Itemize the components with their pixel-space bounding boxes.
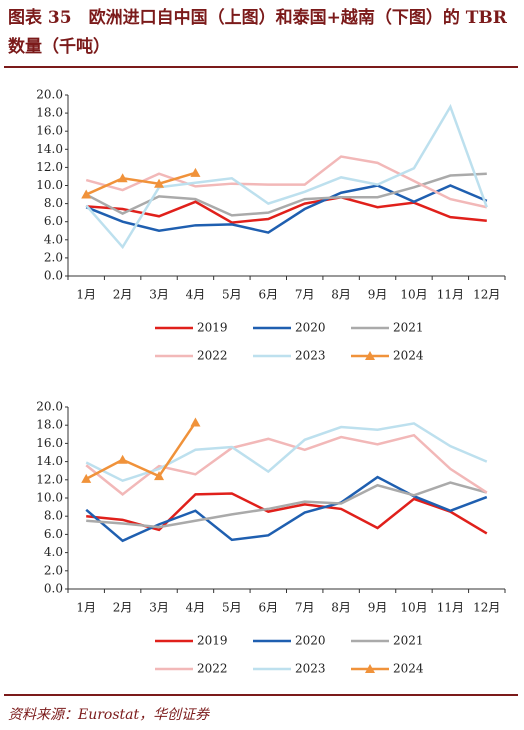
series-line	[86, 492, 488, 535]
x-tick-label: 5月	[222, 601, 242, 615]
y-tick-label: 12.0	[36, 472, 63, 486]
y-tick-label: 4.0	[44, 545, 63, 559]
series-line	[86, 481, 488, 529]
x-tick-label: 10月	[400, 288, 427, 302]
x-tick-label: 11月	[437, 288, 464, 302]
marker	[154, 178, 165, 188]
y-tick-label: 0.0	[44, 269, 63, 283]
marker	[154, 471, 165, 481]
series-line	[85, 433, 488, 496]
y-tick-label: 2.0	[44, 250, 63, 264]
legend-label: 2024	[393, 349, 424, 363]
y-tick-label: 16.0	[36, 124, 63, 138]
rule	[4, 66, 518, 68]
marker	[117, 454, 128, 464]
rule	[4, 694, 518, 696]
marker	[190, 417, 201, 427]
legend-marker	[365, 664, 375, 673]
legend-label: 2020	[295, 321, 326, 335]
marker	[117, 173, 128, 183]
x-tick-label: 1月	[76, 288, 96, 302]
x-tick-label: 4月	[186, 288, 206, 302]
x-tick-label: 6月	[258, 288, 278, 302]
x-tick-label: 7月	[295, 601, 315, 615]
y-tick-label: 6.0	[44, 214, 63, 228]
x-tick-label: 4月	[186, 601, 206, 615]
y-tick-label: 12.0	[36, 160, 63, 174]
figure-title: 图表 35 欧洲进口自中国（上图）和泰国+越南（下图）的 TBR 数量（千吨）	[8, 8, 507, 57]
x-tick-label: 12月	[473, 288, 500, 302]
y-tick-label: 4.0	[44, 232, 63, 246]
y-tick-label: 8.0	[44, 509, 63, 523]
legend-label: 2019	[197, 634, 228, 648]
x-tick-label: 9月	[368, 601, 388, 615]
legend-label: 2023	[295, 662, 326, 676]
legend-marker	[365, 351, 375, 360]
y-tick-label: 16.0	[36, 436, 63, 450]
series-line	[85, 171, 196, 196]
x-tick-label: 7月	[295, 288, 315, 302]
series-line	[85, 421, 197, 480]
legend-label: 2024	[393, 662, 424, 676]
y-tick-label: 8.0	[44, 196, 63, 210]
x-tick-label: 1月	[76, 601, 96, 615]
x-tick-label: 3月	[149, 288, 169, 302]
x-tick-label: 5月	[222, 288, 242, 302]
x-tick-label: 8月	[331, 288, 351, 302]
y-tick-label: 14.0	[36, 454, 63, 468]
source: 资料来源：Eurostat，华创证券	[8, 707, 210, 723]
series-line	[85, 422, 488, 483]
marker	[81, 473, 92, 483]
x-tick-label: 3月	[149, 601, 169, 615]
y-tick-label: 6.0	[44, 527, 63, 541]
legend-label: 2021	[393, 634, 424, 648]
marker	[190, 167, 201, 177]
legend-label: 2020	[295, 634, 326, 648]
legend-label: 2022	[197, 349, 228, 363]
x-tick-label: 12月	[473, 601, 500, 615]
legend-label: 2023	[295, 349, 326, 363]
y-tick-label: 10.0	[36, 178, 63, 192]
series-line	[85, 184, 488, 234]
y-tick-label: 18.0	[36, 106, 63, 120]
x-tick-label: 2月	[113, 601, 133, 615]
x-tick-label: 10月	[400, 601, 427, 615]
x-tick-label: 6月	[258, 601, 278, 615]
series-line	[86, 195, 487, 224]
y-tick-label: 20.0	[36, 88, 63, 102]
x-tick-label: 9月	[368, 288, 388, 302]
legend-label: 2019	[197, 321, 228, 335]
legend-label: 2021	[393, 321, 424, 335]
y-tick-label: 14.0	[36, 142, 63, 156]
x-tick-label: 11月	[437, 601, 464, 615]
y-tick-label: 2.0	[44, 563, 63, 577]
series-line	[85, 103, 488, 250]
y-tick-label: 0.0	[44, 582, 63, 596]
y-tick-label: 18.0	[36, 418, 63, 432]
legend-label: 2022	[197, 662, 228, 676]
x-tick-label: 2月	[113, 288, 133, 302]
y-tick-label: 20.0	[36, 400, 63, 414]
x-tick-label: 8月	[331, 601, 351, 615]
series-line	[85, 155, 488, 209]
marker	[81, 189, 92, 199]
y-tick-label: 10.0	[36, 491, 63, 505]
